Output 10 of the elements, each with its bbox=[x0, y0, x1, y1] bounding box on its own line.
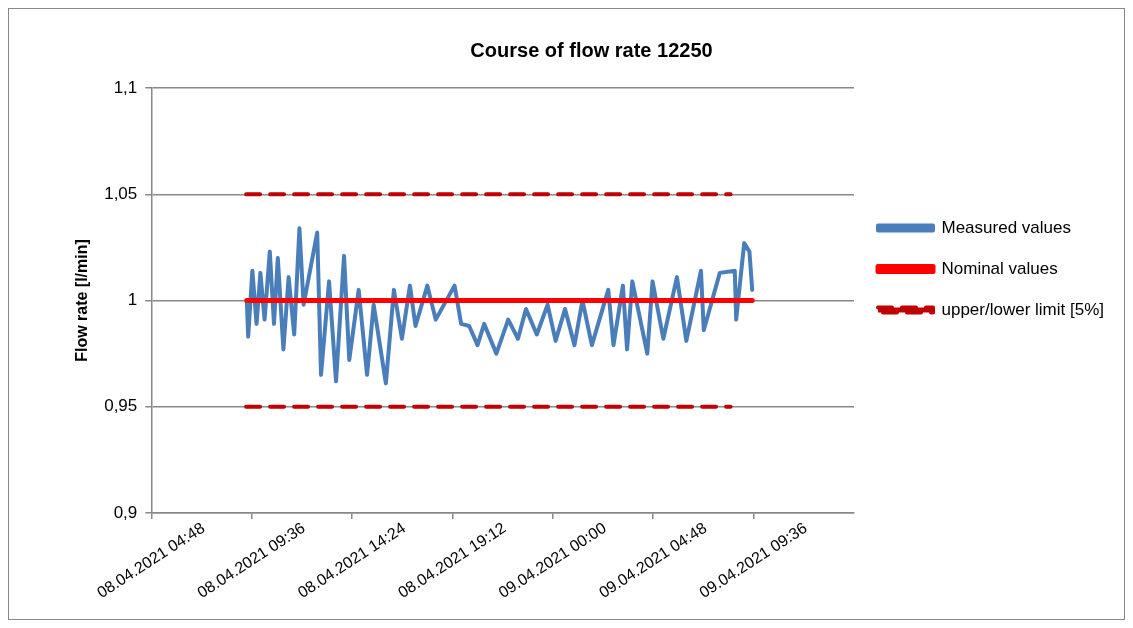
y-tick-label: 1,05 bbox=[104, 183, 138, 203]
y-tick-label: 1 bbox=[127, 290, 138, 310]
legend-label: upper/lower limit [5%] bbox=[941, 299, 1105, 319]
y-axis-title: Flow rate [l/min] bbox=[73, 239, 91, 362]
legend-label: Nominal values bbox=[941, 258, 1058, 278]
legend-label: Measured values bbox=[941, 217, 1071, 237]
y-tick-label: 0,9 bbox=[113, 502, 138, 522]
chart-title: Course of flow rate 12250 bbox=[470, 38, 713, 61]
y-tick-label: 1,1 bbox=[113, 77, 138, 97]
y-tick-label: 0,95 bbox=[104, 396, 138, 416]
